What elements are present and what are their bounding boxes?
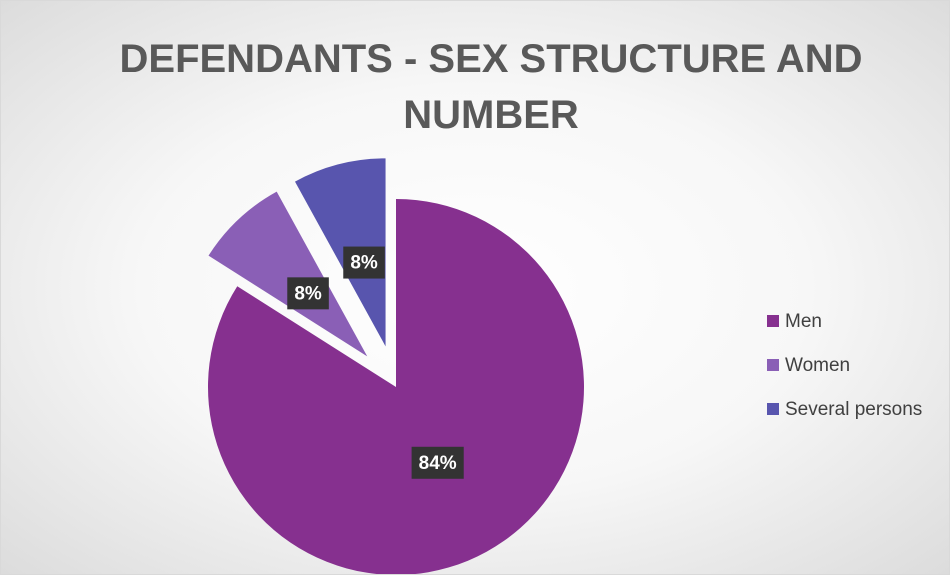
legend-swatch (767, 403, 779, 415)
pie-slice (208, 199, 584, 574)
legend-swatch (767, 359, 779, 371)
data-label-box (287, 277, 329, 310)
legend-label: Men (785, 311, 822, 332)
legend-label: Women (785, 355, 850, 376)
data-label: 8% (350, 253, 378, 274)
data-label: 8% (294, 283, 322, 304)
legend-swatch (767, 315, 779, 327)
pie-slice (208, 191, 368, 357)
legend-label: Several persons (785, 399, 922, 420)
data-label: 84% (419, 453, 457, 474)
data-label-box (343, 246, 385, 279)
pie-slice (294, 158, 386, 347)
data-label-box (411, 446, 464, 479)
chart-title: DEFENDANTS - SEX STRUCTURE AND NUMBER (119, 37, 863, 137)
